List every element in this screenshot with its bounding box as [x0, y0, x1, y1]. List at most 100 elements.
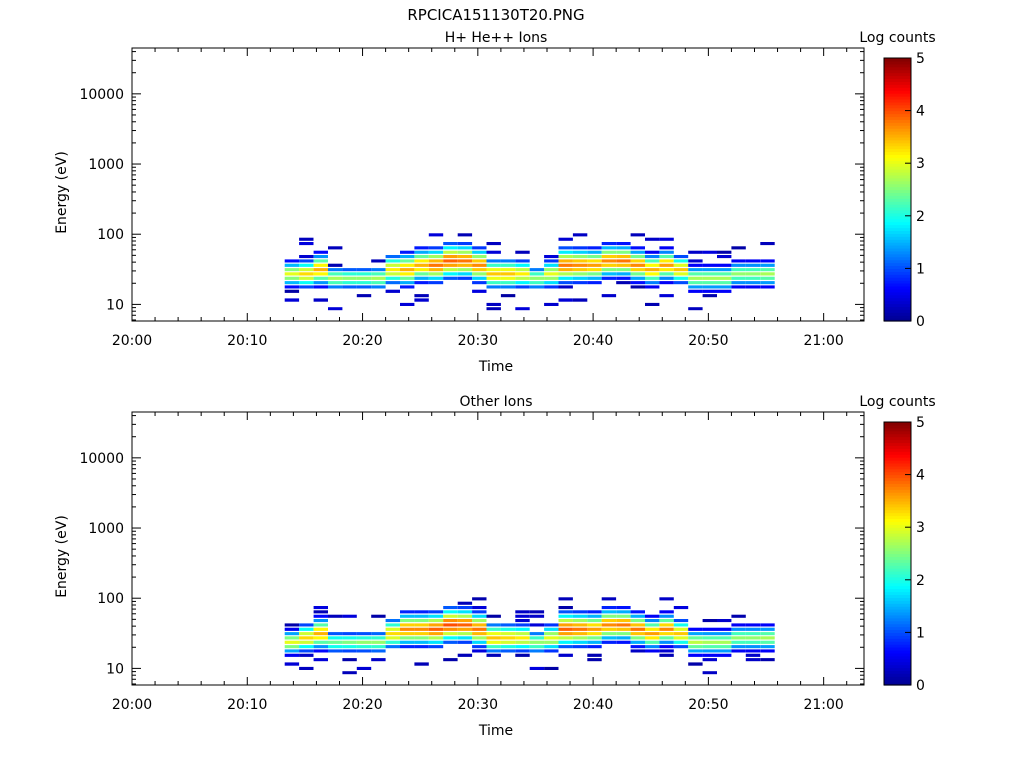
colorbar-swatch — [884, 576, 911, 581]
heatmap-cell — [601, 242, 617, 246]
heatmap-cell — [356, 294, 372, 298]
heatmap-cell — [688, 259, 703, 263]
heatmap-cell — [313, 649, 328, 653]
heatmap-cell — [313, 255, 328, 259]
heatmap-cell — [760, 268, 775, 272]
heatmap-cell — [717, 649, 732, 653]
heatmap-cell — [745, 636, 761, 640]
heatmap-cell — [688, 653, 703, 657]
heatmap-cell — [529, 268, 545, 272]
heatmap-cell — [659, 645, 674, 649]
heatmap-cell — [515, 614, 530, 618]
heatmap-cell — [673, 632, 689, 636]
heatmap-cell — [558, 632, 573, 636]
colorbar-swatch — [884, 597, 911, 601]
colorbar-swatch — [884, 171, 911, 176]
colorbar-swatch — [884, 682, 911, 686]
colorbar-swatch — [884, 582, 911, 587]
heatmap-cell — [645, 237, 660, 241]
heatmap-cell — [400, 255, 415, 259]
colorbar-swatch — [884, 291, 911, 296]
colorbar-swatch — [884, 166, 911, 170]
heatmap-cell — [472, 614, 487, 618]
heatmap-cell — [428, 619, 444, 623]
colorbar-swatch — [884, 515, 911, 520]
heatmap-cell — [760, 645, 775, 649]
heatmap-cell — [472, 289, 487, 293]
colorbar-swatch — [884, 125, 911, 129]
heatmap-cell — [702, 671, 717, 675]
heatmap-cell — [284, 623, 300, 627]
heatmap-cell — [587, 276, 602, 280]
heatmap-cell — [558, 298, 573, 302]
heatmap-cell — [587, 272, 602, 276]
colorbar-swatch — [884, 195, 911, 199]
heatmap-cell — [414, 281, 429, 285]
x-tick-label: 20:30 — [458, 697, 498, 713]
heatmap-cell — [529, 623, 545, 627]
heatmap-cell — [572, 246, 588, 250]
heatmap-cell — [500, 632, 516, 636]
heatmap-cell — [558, 237, 573, 241]
colorbar-swatch — [884, 486, 911, 490]
heatmap-cell — [731, 649, 746, 653]
heatmap-cell — [601, 610, 617, 614]
heatmap-cell — [443, 606, 458, 610]
colorbar-swatch — [884, 617, 911, 622]
colorbar-swatch — [884, 215, 911, 220]
heatmap-cell — [616, 242, 631, 246]
heatmap-cell — [544, 649, 559, 653]
colorbar-swatch — [884, 60, 911, 65]
heatmap-cell — [385, 636, 400, 640]
heatmap-cell — [342, 285, 357, 289]
heatmap-cell — [486, 250, 501, 254]
x-tick-label: 20:20 — [342, 333, 382, 349]
heatmap-cell — [673, 268, 689, 272]
heatmap-cell — [356, 632, 372, 636]
heatmap-cell — [688, 649, 703, 653]
heatmap-cell — [515, 268, 530, 272]
colorbar-swatch — [884, 75, 911, 80]
heatmap-cell — [299, 632, 314, 636]
colorbar-swatch — [884, 93, 911, 97]
heatmap-cell — [486, 263, 501, 267]
heatmap-cell — [515, 281, 530, 285]
heatmap-cell — [601, 623, 617, 627]
heatmap-cell — [428, 276, 444, 280]
heatmap-cell — [356, 281, 372, 285]
colorbar-tick-label: 1 — [916, 261, 925, 277]
colorbar-swatch — [884, 629, 911, 633]
colorbar-swatch — [884, 518, 911, 522]
heatmap-cell — [760, 285, 775, 289]
heatmap-cell — [645, 632, 660, 636]
heatmap-cell — [428, 263, 444, 267]
colorbar-swatch — [884, 652, 911, 657]
heatmap-cell — [601, 259, 617, 263]
colorbar-swatch — [884, 245, 911, 249]
heatmap-cell — [284, 662, 300, 666]
heatmap-cell — [717, 645, 732, 649]
heatmap-cell — [760, 632, 775, 636]
heatmap-cell — [717, 255, 732, 259]
heatmap-cell — [299, 263, 314, 267]
heatmap-cell — [616, 640, 631, 644]
heatmap-cell — [659, 610, 674, 614]
heatmap-cell — [544, 640, 559, 644]
heatmap-cell — [529, 666, 545, 670]
heatmap-cell — [717, 632, 732, 636]
heatmap-cell — [457, 263, 473, 267]
heatmap-cell — [500, 623, 516, 627]
heatmap-cell — [760, 640, 775, 644]
heatmap-cell — [342, 268, 357, 272]
heatmap-cell — [313, 298, 328, 302]
colorbar-swatch — [884, 285, 911, 290]
colorbar-swatch — [884, 309, 911, 313]
colorbar-swatch — [884, 620, 911, 625]
colorbar-frame — [883, 57, 912, 322]
colorbar-swatch — [884, 186, 911, 191]
heatmap-cell — [544, 666, 559, 670]
heatmap-cell — [717, 263, 732, 267]
heatmap-cell — [630, 285, 645, 289]
heatmap-cell — [457, 242, 473, 246]
